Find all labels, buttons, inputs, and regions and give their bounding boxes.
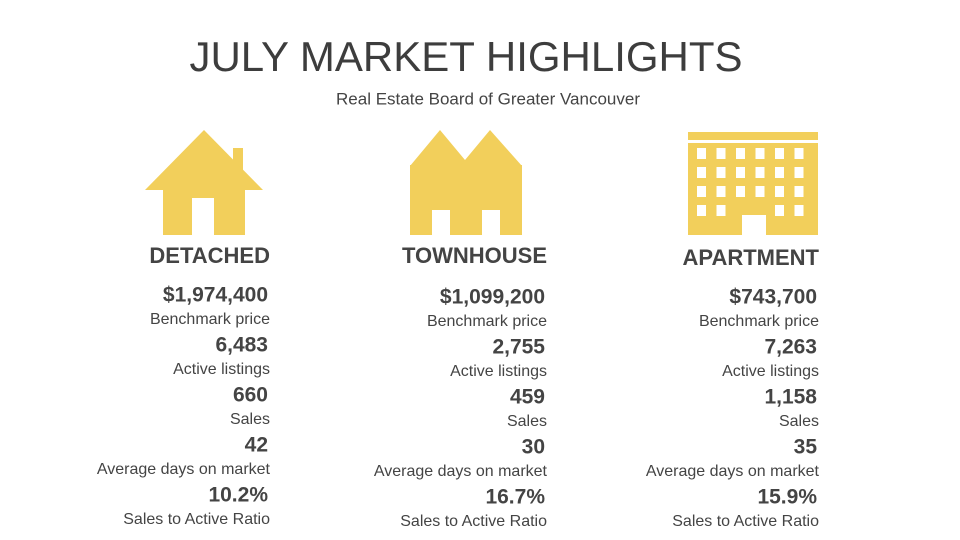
stat-label: Active listings: [450, 363, 547, 380]
stat-value: 30: [522, 436, 545, 459]
window: [716, 205, 726, 216]
window: [775, 148, 784, 159]
house-icon: [145, 130, 263, 235]
apartment-icon: [688, 132, 818, 235]
stat-value: $1,974,400: [163, 284, 268, 307]
stat-label: Active listings: [173, 361, 270, 378]
window: [775, 167, 784, 178]
townhouse-icon: [410, 130, 522, 235]
column-heading: TOWNHOUSE: [402, 243, 547, 268]
window: [775, 205, 784, 216]
stat-label: Sales to Active Ratio: [672, 513, 819, 530]
window: [755, 148, 765, 159]
stat-label: Average days on market: [97, 461, 271, 478]
window: [794, 167, 804, 178]
window: [697, 167, 706, 178]
window: [736, 186, 745, 197]
stat-value: 459: [510, 386, 545, 409]
stat-label: Benchmark price: [150, 311, 270, 328]
window: [697, 148, 706, 159]
column-heading: APARTMENT: [683, 245, 820, 270]
window: [697, 186, 706, 197]
window: [755, 167, 765, 178]
window: [755, 186, 765, 197]
stat-value: $743,700: [729, 286, 817, 309]
stat-value: 1,158: [764, 386, 817, 409]
stat-label: Average days on market: [374, 463, 548, 480]
stat-label: Active listings: [722, 363, 819, 380]
stat-value: 7,263: [764, 336, 817, 359]
subtitle: Real Estate Board of Greater Vancouver: [336, 89, 640, 108]
stat-label: Benchmark price: [427, 313, 547, 330]
window: [794, 205, 804, 216]
stat-value: 42: [245, 434, 268, 457]
window: [736, 167, 745, 178]
window: [716, 167, 726, 178]
stat-value: 10.2%: [208, 484, 268, 507]
stat-label: Sales: [230, 411, 270, 428]
stat-value: 660: [233, 384, 268, 407]
window: [794, 148, 804, 159]
stat-value: 15.9%: [757, 486, 817, 509]
window: [716, 186, 726, 197]
stat-value: $1,099,200: [440, 286, 545, 309]
stat-value: 6,483: [215, 334, 268, 357]
stat-label: Sales: [779, 413, 819, 430]
stat-label: Sales to Active Ratio: [400, 513, 547, 530]
stat-value: 35: [794, 436, 818, 459]
stat-label: Sales to Active Ratio: [123, 511, 270, 528]
stat-label: Average days on market: [646, 463, 820, 480]
stat-value: 2,755: [492, 336, 545, 359]
window: [716, 148, 726, 159]
column-heading: DETACHED: [149, 243, 270, 268]
window: [794, 186, 804, 197]
window: [697, 205, 706, 216]
stat-label: Benchmark price: [699, 313, 819, 330]
stat-value: 16.7%: [485, 486, 545, 509]
window: [775, 186, 784, 197]
title: JULY MARKET HIGHLIGHTS: [189, 33, 742, 80]
window: [736, 148, 745, 159]
stat-label: Sales: [507, 413, 547, 430]
